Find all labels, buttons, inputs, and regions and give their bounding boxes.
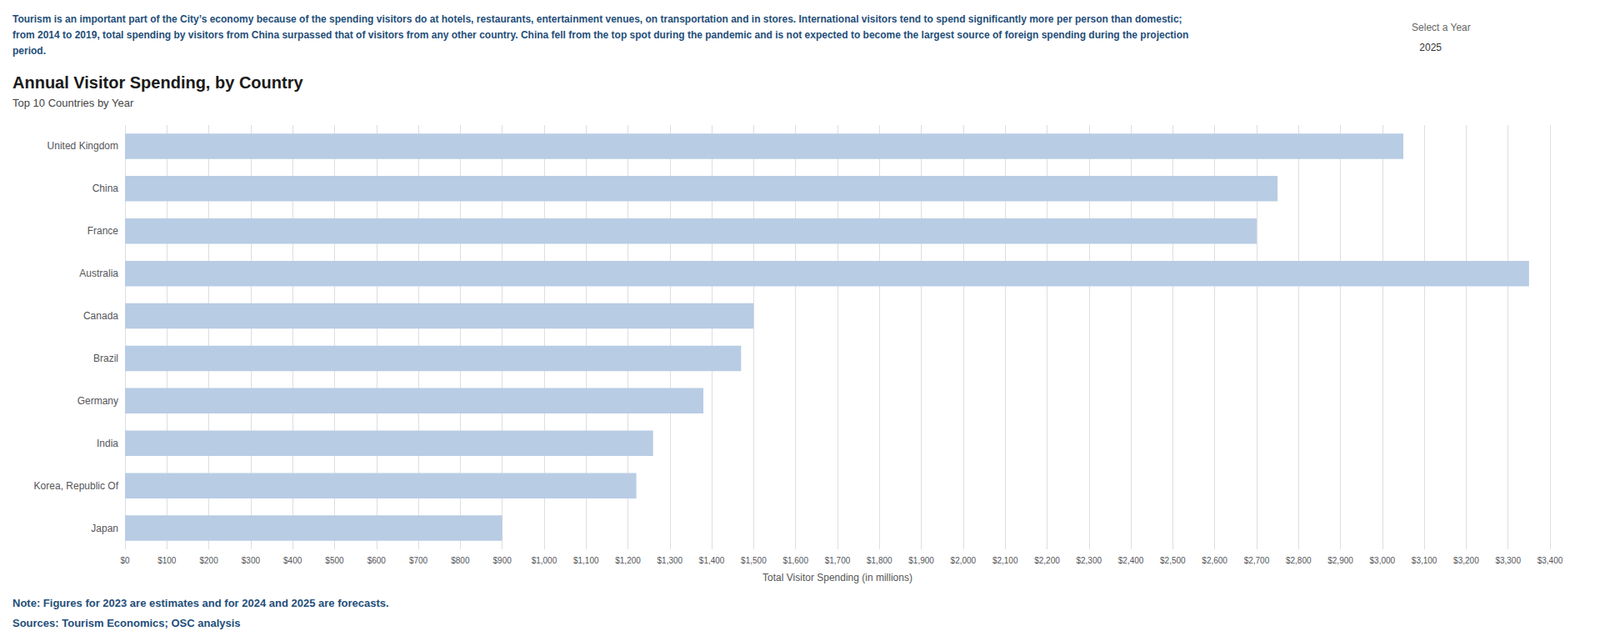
svg-text:$3,100: $3,100 bbox=[1411, 555, 1438, 565]
svg-text:$900: $900 bbox=[493, 555, 513, 565]
svg-text:from 2014 to 2019, total spend: from 2014 to 2019, total spending by vis… bbox=[12, 29, 1192, 41]
svg-text:$0: $0 bbox=[120, 555, 130, 565]
svg-text:$1,300: $1,300 bbox=[657, 555, 684, 565]
svg-text:Tourism is an important part o: Tourism is an important part of the City… bbox=[12, 13, 1185, 25]
svg-text:$500: $500 bbox=[325, 555, 345, 565]
svg-text:$3,400: $3,400 bbox=[1537, 555, 1564, 565]
svg-text:Australia: Australia bbox=[79, 267, 119, 280]
svg-text:$1,600: $1,600 bbox=[782, 555, 809, 565]
svg-text:Annual Visitor Spending, by Co: Annual Visitor Spending, by Country bbox=[12, 73, 304, 92]
svg-text:$1,000: $1,000 bbox=[531, 555, 558, 565]
svg-text:$3,300: $3,300 bbox=[1495, 555, 1521, 565]
svg-text:$2,400: $2,400 bbox=[1118, 555, 1145, 565]
svg-text:$1,900: $1,900 bbox=[908, 555, 935, 565]
svg-text:$700: $700 bbox=[409, 555, 429, 565]
svg-text:period.: period. bbox=[12, 45, 46, 57]
svg-text:France: France bbox=[87, 225, 120, 237]
svg-text:$1,100: $1,100 bbox=[573, 555, 600, 565]
svg-text:$1,700: $1,700 bbox=[825, 555, 851, 565]
svg-text:Select a Year: Select a Year bbox=[1411, 21, 1471, 34]
svg-text:$100: $100 bbox=[157, 555, 177, 565]
svg-text:$2,500: $2,500 bbox=[1160, 555, 1186, 565]
svg-text:$3,000: $3,000 bbox=[1370, 555, 1396, 565]
svg-text:$2,600: $2,600 bbox=[1201, 555, 1228, 565]
svg-text:Top 10 Countries by Year: Top 10 Countries by Year bbox=[12, 96, 135, 110]
svg-text:$1,500: $1,500 bbox=[740, 555, 767, 565]
svg-text:Korea, Republic Of: Korea, Republic Of bbox=[34, 480, 120, 492]
svg-text:$600: $600 bbox=[367, 555, 387, 565]
svg-text:$3,200: $3,200 bbox=[1453, 555, 1480, 565]
svg-text:$200: $200 bbox=[199, 555, 219, 565]
svg-text:$2,200: $2,200 bbox=[1034, 555, 1060, 565]
svg-text:$1,800: $1,800 bbox=[866, 555, 893, 565]
svg-text:Japan: Japan bbox=[90, 522, 119, 535]
svg-text:Canada: Canada bbox=[83, 310, 119, 322]
svg-text:Total Visitor Spending (in mil: Total Visitor Spending (in millions) bbox=[762, 571, 913, 584]
svg-text:2025: 2025 bbox=[1419, 41, 1442, 54]
svg-text:$2,100: $2,100 bbox=[992, 555, 1019, 565]
svg-text:$400: $400 bbox=[283, 555, 303, 565]
svg-text:United Kingdom: United Kingdom bbox=[47, 140, 119, 152]
svg-text:$2,300: $2,300 bbox=[1075, 555, 1102, 565]
svg-text:Brazil: Brazil bbox=[93, 352, 119, 365]
svg-text:$300: $300 bbox=[241, 555, 261, 565]
svg-text:$1,400: $1,400 bbox=[699, 555, 725, 565]
svg-text:$2,700: $2,700 bbox=[1244, 555, 1270, 565]
svg-text:$2,800: $2,800 bbox=[1285, 555, 1312, 565]
svg-text:$800: $800 bbox=[450, 555, 470, 565]
svg-text:$2,900: $2,900 bbox=[1327, 555, 1354, 565]
svg-text:$1,200: $1,200 bbox=[615, 555, 641, 565]
svg-text:$2,000: $2,000 bbox=[950, 555, 977, 565]
svg-text:Note: Figures for 2023 are est: Note: Figures for 2023 are estimates and… bbox=[12, 596, 390, 610]
svg-text:China: China bbox=[92, 182, 120, 195]
svg-text:Sources: Tourism Economics; OS: Sources: Tourism Economics; OSC analysis bbox=[12, 616, 241, 630]
svg-text:India: India bbox=[96, 437, 119, 450]
svg-text:Germany: Germany bbox=[77, 395, 119, 407]
